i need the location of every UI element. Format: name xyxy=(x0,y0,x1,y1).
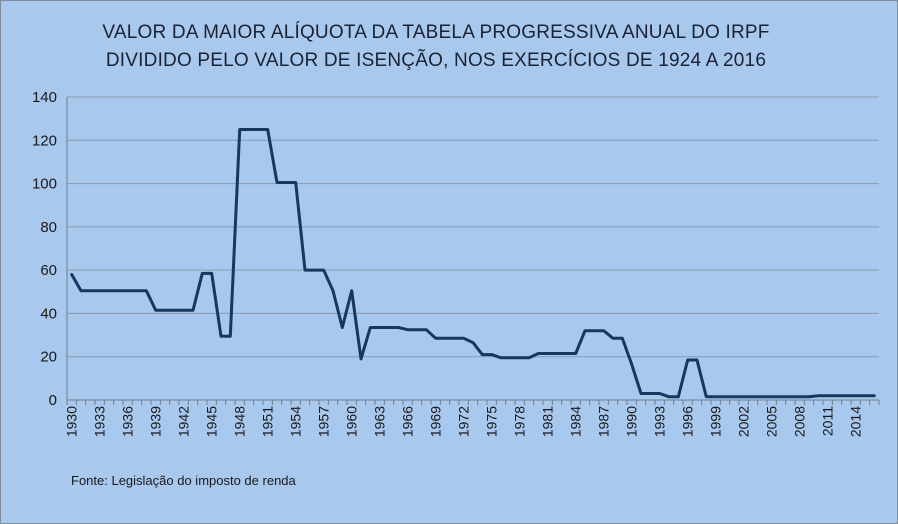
x-tick-label-1966: 1966 xyxy=(400,406,416,437)
y-tick-label-100: 100 xyxy=(32,176,57,193)
x-tick-label-1999: 1999 xyxy=(708,406,724,437)
x-tick-label-1978: 1978 xyxy=(512,406,528,437)
x-tick-label-2011: 2011 xyxy=(820,406,836,436)
y-tick-label-60: 60 xyxy=(40,262,57,279)
axes xyxy=(66,97,880,405)
x-tick-label-1942: 1942 xyxy=(176,406,192,437)
x-tick-label-1930: 1930 xyxy=(64,406,80,437)
x-tick-label-1954: 1954 xyxy=(288,406,304,437)
gridlines xyxy=(67,96,879,358)
series-area xyxy=(70,128,876,399)
x-tick-label-1951: 1951 xyxy=(260,406,276,437)
series-line xyxy=(70,128,876,399)
x-tick-label-1933: 1933 xyxy=(92,406,108,437)
x-tick-label-1987: 1987 xyxy=(596,406,612,437)
x-tick-label-1981: 1981 xyxy=(540,406,556,437)
y-tick-label-20: 20 xyxy=(40,349,57,366)
y-tick-label-80: 80 xyxy=(40,219,57,236)
y-tick-label-40: 40 xyxy=(40,305,57,322)
x-tick-label-1948: 1948 xyxy=(232,406,248,437)
x-tick-label-1975: 1975 xyxy=(484,406,500,437)
chart-title-line-1: VALOR DA MAIOR ALÍQUOTA DA TABELA PROGRE… xyxy=(102,22,770,43)
x-tick-label-2002: 2002 xyxy=(736,406,752,437)
x-tick-labels: 1930 1933 1936 1939 1942 1945 1948 1951 1954 1957… xyxy=(64,406,864,437)
x-tick-label-1996: 1996 xyxy=(680,406,696,437)
chart-title-line-2: DIVIDIDO PELO VALOR DE ISENÇÃO, NOS EXER… xyxy=(105,50,767,71)
x-tick-label-1984: 1984 xyxy=(568,406,584,437)
source-note: Fonte: Legislação do imposto de renda xyxy=(71,473,296,488)
x-tick-label-1945: 1945 xyxy=(204,406,220,437)
x-tick-label-1993: 1993 xyxy=(652,406,668,437)
x-tick-label-1939: 1939 xyxy=(148,406,164,437)
x-tick-label-1969: 1969 xyxy=(428,406,444,437)
y-tick-label-140: 140 xyxy=(32,89,57,106)
x-tick-label-1963: 1963 xyxy=(372,406,388,437)
x-tick-label-1957: 1957 xyxy=(316,406,332,437)
y-tick-label-120: 120 xyxy=(32,132,57,149)
y-tick-labels: 0 20 40 60 80 100 120 140 xyxy=(32,89,57,409)
x-tick-label-2014: 2014 xyxy=(848,406,864,437)
x-tick-label-1960: 1960 xyxy=(344,406,360,437)
x-tick-label-1990: 1990 xyxy=(624,406,640,437)
x-tick-label-1972: 1972 xyxy=(456,406,472,437)
x-tick-label-2005: 2005 xyxy=(764,406,780,437)
x-tick-label-2008: 2008 xyxy=(792,406,808,437)
x-tick-label-1936: 1936 xyxy=(120,406,136,437)
y-tick-label-0: 0 xyxy=(49,392,57,409)
